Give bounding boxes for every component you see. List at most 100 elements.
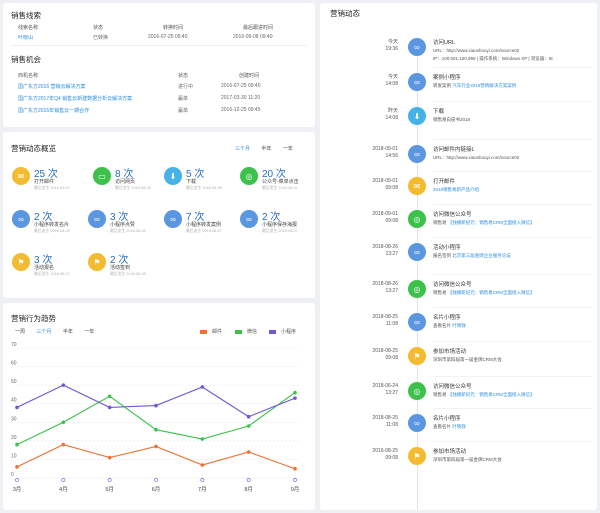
overview-time-prefix: 最后发生 (34, 186, 50, 190)
timeline-date: 2016-08-25 (372, 448, 398, 454)
timeline-event-desc: 销售易 【独播新纪元：销售易CRM全面接入微信】 (433, 392, 535, 398)
opp-created: 2016-07-25 09:40 (221, 83, 261, 89)
timeline-desc-text: 查看名片 (433, 323, 453, 328)
x-tick-label: 6月 (152, 486, 161, 493)
timeline-separator (433, 274, 593, 275)
timeline-date: 2018-08-25 (372, 348, 398, 354)
wechat-icon: ◎ (408, 280, 426, 298)
opp-name-link[interactable]: 国广东方2016 营销云解决方案 (18, 84, 86, 90)
timeline-event-desc: URL：http://www.xiaoshouyi.com/source02 (433, 48, 519, 54)
timeline-event-date: 2018-09-01 09:08 (350, 178, 398, 192)
webpage-icon: ▭ (93, 167, 111, 185)
y-tick-label: 60 (11, 361, 17, 367)
x-axis-marker (61, 478, 66, 482)
data-point (107, 394, 112, 399)
timeline-event-desc2: IP：100.001.100.999 | 操作系统：Windows XP | 浏… (433, 56, 554, 61)
lead-converted: 2016-07-25 09:40 (148, 34, 188, 40)
y-tick-label: 20 (11, 435, 17, 441)
timeline-desc-link[interactable]: 叶晓铮 (452, 424, 466, 429)
opps-title: 销售机会 (11, 55, 41, 64)
legend-item-email[interactable]: 邮件 (200, 328, 222, 335)
mail-icon: ✉ (12, 167, 30, 185)
wechat-icon: ◎ (408, 382, 426, 400)
overview-time-value: 2018-09-01 (50, 186, 70, 190)
overview-item-wechat-menu[interactable]: ◎ 20 次 公众号-菜单点击 最后发生 2018-09-01 (240, 167, 315, 203)
timeline-card: 营销动态 (320, 3, 597, 510)
legend-label: 邮件 (212, 329, 223, 335)
wechat-icon: ◎ (240, 167, 258, 185)
timeline-title: 营销动态 (330, 9, 360, 18)
tab-half-year[interactable]: 半年 (261, 146, 272, 152)
legend-swatch (200, 329, 207, 334)
leads-header-converted: 转换时间 (163, 25, 184, 31)
timeline-event-title: 参加市场活动 (433, 349, 467, 355)
overview-item-share-card[interactable]: ∞ 2 次 小程序转发名片 最后发生 2018-08-28 (12, 210, 87, 246)
timeline-desc-link[interactable]: 【独播新纪元：销售易CRM全面接入微信】 (447, 220, 535, 225)
overview-label: 下载 (186, 179, 197, 185)
overview-item-like[interactable]: ∞ 3 次 小程序点赞 最后发生 2018-08-28 (88, 210, 163, 246)
tab-one-week[interactable]: 一周 (15, 329, 26, 335)
series-line-微信 (16, 392, 296, 446)
legend-item-miniprogram[interactable]: 小程序 (269, 328, 296, 335)
timeline-desc-text: 销售易 (433, 220, 448, 225)
mail-icon: ✉ (408, 177, 426, 195)
timeline-desc-link[interactable]: 2018销售易新产品介绍 (433, 187, 480, 192)
legend-item-wechat[interactable]: 微信 (235, 328, 257, 335)
timeline-time: 11:08 (385, 321, 398, 327)
data-point (154, 444, 158, 449)
opp-name-link[interactable]: 国广东方2016年销售云一期合作 (18, 108, 90, 114)
overview-count: 7 次 (186, 212, 205, 223)
timeline-event-title: 访问微信公众号 (433, 212, 472, 218)
timeline-separator (433, 67, 593, 68)
tab-one-year[interactable]: 一年 (282, 146, 293, 152)
tab-three-months[interactable]: 三个月 (36, 329, 52, 335)
lead-name-link[interactable]: 叶晓山 (18, 35, 34, 41)
overview-title: 营销动态概览 (11, 144, 56, 153)
overview-item-save-poster[interactable]: ∞ 2 次 小程序保存海报 最后发生 2018-08-27 (240, 210, 315, 246)
tab-one-year[interactable]: 一年 (84, 329, 95, 335)
timeline-event-date: 2018-08-25 11:08 (350, 415, 398, 429)
timeline-desc-text: 报名签到 (433, 253, 453, 258)
link-icon: ∞ (408, 73, 426, 91)
timeline-time: 11:08 (385, 422, 398, 428)
data-point (293, 466, 297, 471)
overview-item-download[interactable]: ⬇ 5 次 下载 最后发生 2018-08-28 (164, 167, 239, 203)
data-point (107, 405, 112, 410)
x-axis-marker (246, 478, 251, 482)
trend-card: 营销行为趋势 一周 三个月 半年 一年 邮件 微信 小程序 0 10 20 30 40 5… (3, 303, 315, 510)
timeline-event-date: 2018-06-24 13:27 (350, 383, 398, 397)
timeline-desc-link[interactable]: 北京第三届金牌企业服务论坛 (452, 253, 511, 258)
timeline-date: 2018-09-01 (372, 178, 398, 184)
legend-label: 微信 (247, 329, 258, 335)
overview-item-visit-page[interactable]: ▭ 8 次 访问网页 最后发生 2018-08-28 (93, 167, 168, 203)
timeline-desc-text: 销售易 (433, 392, 448, 397)
timeline-desc-link[interactable]: 【独播新纪元：销售易CRM全面接入微信】 (447, 290, 535, 295)
timeline-event-title: 参加市场活动 (433, 449, 467, 455)
timeline-desc-link[interactable]: 叶晓铮 (452, 323, 466, 328)
timeline-separator (433, 376, 593, 377)
tab-half-year[interactable]: 半年 (62, 329, 73, 335)
overview-time-value: 2018-08-27 (278, 229, 298, 233)
data-point (246, 424, 251, 428)
overview-item-share-case[interactable]: ∞ 7 次 小程序转发案例 最后发生 2018-08-27 (164, 210, 239, 246)
timeline-event-desc: 转发案例 汽车行业2016营销解决方案案例 (433, 83, 516, 89)
overview-time-value: 2018-08-28 (131, 186, 151, 190)
overview-item-event-signup[interactable]: ⚑ 3 次 活动报名 最后发生 2018-08-27 (12, 253, 87, 289)
opp-name-link[interactable]: 国广东方2017年Q4 销售云新建数据分析云解决方案 (18, 96, 133, 102)
link-icon: ∞ (240, 210, 258, 228)
overview-time: 最后发生 2018-08-28 (115, 186, 151, 191)
timeline-event-title: 名片小程序 (433, 315, 461, 321)
overview-label: 公众号-菜单点击 (262, 179, 299, 185)
overview-item-event-checkin[interactable]: ⚑ 2 次 活动签到 最后发生 2018-08-28 (88, 253, 163, 289)
link-icon: ∞ (408, 38, 426, 56)
timeline-desc-link[interactable]: 汽车行业2016营销解决方案案例 (452, 83, 517, 88)
overview-card: 营销动态概览 三个月 半年 一年 ✉ 25 次 打开邮件 最后发生 2018-0… (3, 132, 315, 298)
timeline-desc-link[interactable]: 【独播新纪元：销售易CRM全面接入微信】 (447, 392, 535, 397)
leads-card: 销售线索 线索名称 状态 转换时间 最后跟进时间 叶晓山 已转换 2016-07… (3, 3, 315, 127)
y-tick-label: 70 (11, 342, 17, 348)
data-point (293, 396, 297, 400)
overview-item-open-email[interactable]: ✉ 25 次 打开邮件 最后发生 2018-09-01 (12, 167, 87, 203)
overview-time: 最后发生 2018-09-01 (34, 186, 70, 191)
tab-three-months[interactable]: 三个月 (235, 146, 251, 152)
timeline-time: 13:27 (385, 251, 398, 257)
